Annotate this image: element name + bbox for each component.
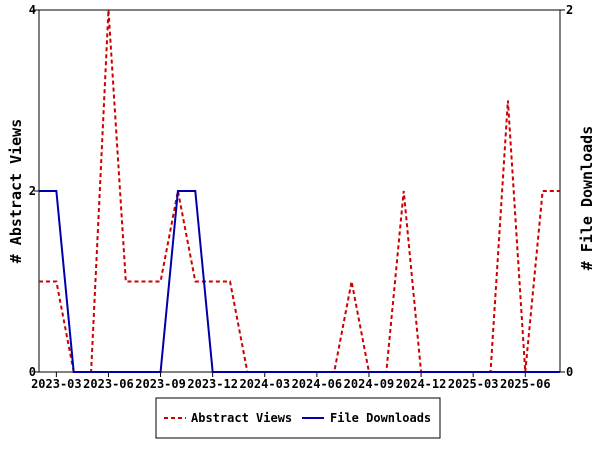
- plot-area: [38, 9, 561, 373]
- y-left-tick-label: 0: [29, 365, 36, 379]
- legend-label-file-downloads: File Downloads: [330, 411, 431, 425]
- x-tick-label: 2024-06: [292, 377, 343, 391]
- legend: Abstract Views File Downloads: [155, 397, 441, 439]
- x-tick-label: 2023-06: [83, 377, 134, 391]
- x-tick-label: 2023-03: [31, 377, 82, 391]
- y-axis-right: 02: [560, 3, 573, 379]
- y-left-tick-label: 2: [29, 184, 36, 198]
- legend-label-abstract-views: Abstract Views: [191, 411, 292, 425]
- x-axis: 2023-03 2023-06 2023-09 2023-12 2024-03 2024-…: [31, 372, 551, 391]
- y-axis-left-title: # Abstract Views: [7, 119, 25, 264]
- legend-box: [155, 397, 441, 439]
- x-tick-label: 2024-03: [239, 377, 290, 391]
- x-tick-label: 2024-12: [396, 377, 447, 391]
- x-tick-label: 2024-09: [344, 377, 395, 391]
- x-tick-label: 2023-09: [135, 377, 186, 391]
- y-axis-right-title: # File Downloads: [578, 126, 596, 271]
- y-axis-left: 0 2 4: [29, 3, 39, 379]
- y-right-tick-label: 2: [566, 3, 573, 17]
- y-right-tick-label: 0: [566, 365, 573, 379]
- x-tick-label: 2025-03: [448, 377, 499, 391]
- y-left-tick-label: 4: [29, 3, 36, 17]
- x-tick-label: 2023-12: [187, 377, 238, 391]
- x-tick-label: 2025-06: [500, 377, 551, 391]
